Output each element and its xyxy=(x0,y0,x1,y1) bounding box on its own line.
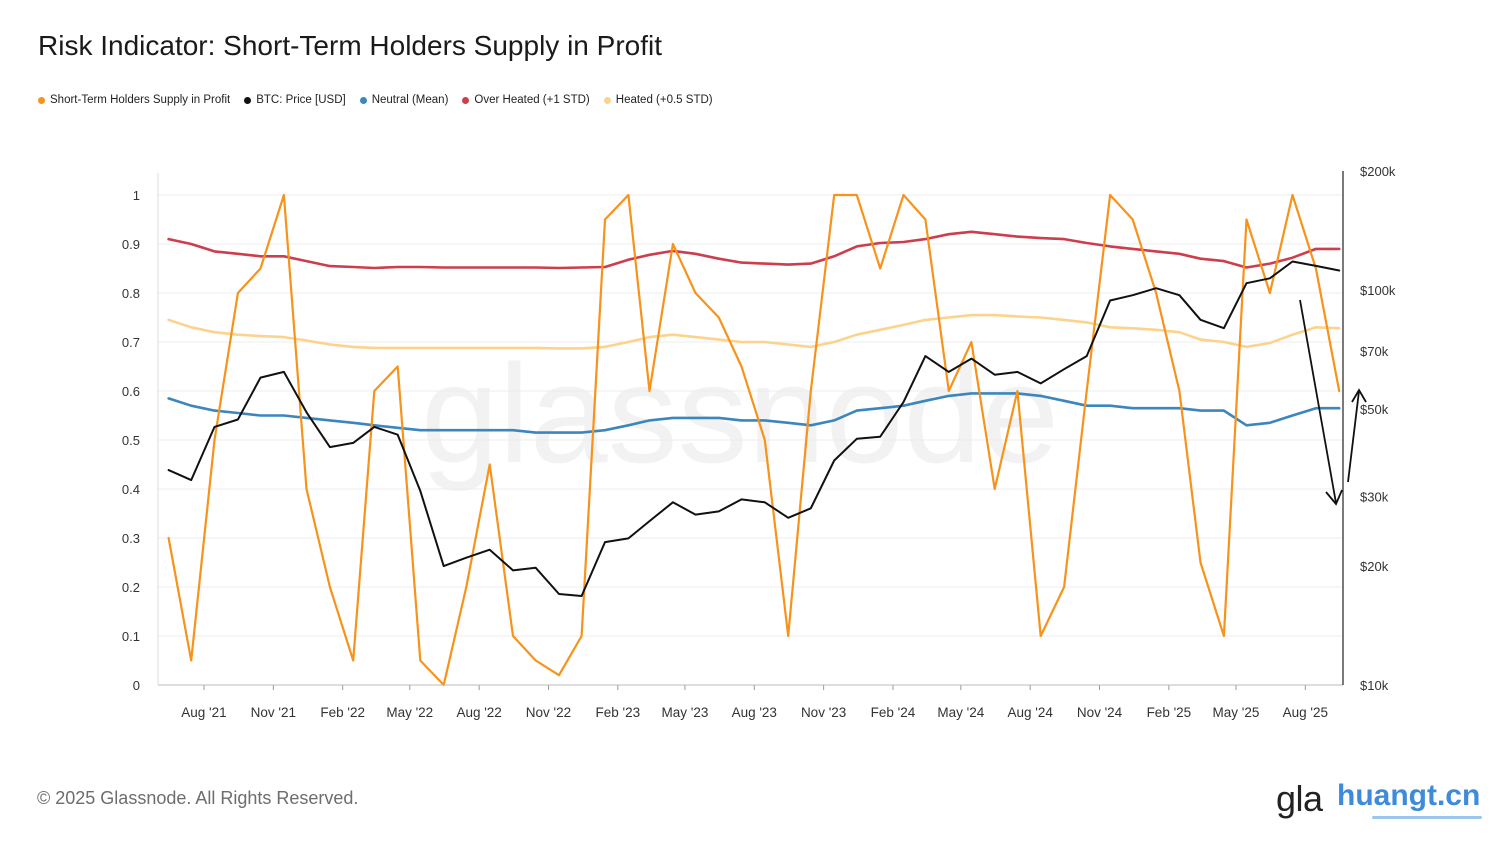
y-left-tick-label: 0.7 xyxy=(122,335,140,350)
x-tick-label: Aug '23 xyxy=(732,705,777,720)
annotations xyxy=(1299,299,1367,506)
arrow-down-line xyxy=(1299,299,1337,504)
x-tick-label: Aug '25 xyxy=(1283,705,1328,720)
y-left-tick-label: 0.4 xyxy=(122,482,140,497)
chart-title: Risk Indicator: Short-Term Holders Suppl… xyxy=(38,30,662,61)
y-left-tick-label: 1 xyxy=(133,188,140,203)
legend-dot-orange-icon xyxy=(38,96,45,104)
x-tick-label: May '22 xyxy=(386,705,433,720)
series-line-4 xyxy=(167,313,1341,350)
x-tick-label: Feb '24 xyxy=(871,705,916,720)
x-tick-label: May '25 xyxy=(1213,705,1260,720)
x-tick-label: May '24 xyxy=(937,705,984,720)
legend-item-neutral[interactable]: Neutral (Mean) xyxy=(359,94,449,106)
x-tick-label: Nov '22 xyxy=(526,705,571,720)
arrow-up-head xyxy=(1351,388,1367,403)
legend-item-heated[interactable]: Heated (+0.5 STD) xyxy=(603,94,713,106)
legend-item-btc-price[interactable]: BTC: Price [USD] xyxy=(244,94,346,106)
brand-site: huangt.cn xyxy=(1337,779,1481,812)
series-line-0 xyxy=(167,193,1341,687)
y-right-tick-label: $20k xyxy=(1360,559,1389,574)
y-right-tick-label: $50k xyxy=(1360,402,1389,417)
series-line-3 xyxy=(167,230,1341,270)
x-tick-label: May '23 xyxy=(661,705,708,720)
x-tick-label: Nov '23 xyxy=(801,705,846,720)
y-right-tick-label: $30k xyxy=(1360,490,1389,505)
y-left-tick-label: 0.3 xyxy=(122,531,140,546)
legend-item-sth-supply[interactable]: Short-Term Holders Supply in Profit xyxy=(38,94,230,106)
y-left-tick-label: 0.9 xyxy=(122,237,140,252)
axes: 0 0.1 0.2 0.3 0.4 0.5 0.6 0.7 0.8 0.9 1 $10k $20k $30… xyxy=(122,164,1396,720)
series-layer xyxy=(167,193,1341,687)
series-line-2 xyxy=(167,392,1341,434)
brand-logo: gla huangt.cn xyxy=(1276,778,1490,822)
brand-underline xyxy=(1372,816,1482,819)
y-right-tick-label: $100k xyxy=(1360,283,1396,298)
y-right-tick-label: $70k xyxy=(1360,344,1389,359)
y-left-tick-label: 0 xyxy=(133,678,140,693)
grid xyxy=(158,194,1343,686)
arrow-up-line xyxy=(1347,390,1360,483)
x-tick-label: Feb '25 xyxy=(1147,705,1192,720)
y-right-tick-label: $200k xyxy=(1360,164,1396,179)
x-tick-label: Aug '24 xyxy=(1007,705,1053,720)
legend-label: Heated (+0.5 STD) xyxy=(615,94,713,106)
y-left-tick-label: 0.2 xyxy=(122,580,140,595)
x-tick-label: Aug '22 xyxy=(456,705,501,720)
y-left-tick-label: 0.1 xyxy=(122,629,140,644)
legend-dot-red-icon xyxy=(462,96,470,104)
copyright-footer: © 2025 Glassnode. All Rights Reserved. xyxy=(37,788,359,808)
legend-dot-black-icon xyxy=(244,96,252,104)
series-line-1 xyxy=(167,260,1341,597)
legend-dot-blue-icon xyxy=(359,96,367,104)
y-left-tick-label: 0.6 xyxy=(122,384,140,399)
legend-label: Short-Term Holders Supply in Profit xyxy=(50,94,231,106)
x-tick-label: Feb '22 xyxy=(320,705,365,720)
x-tick-label: Aug '21 xyxy=(181,705,226,720)
x-tick-label: Nov '24 xyxy=(1077,705,1123,720)
legend-dot-yellow-icon xyxy=(603,96,611,104)
y-left-tick-label: 0.8 xyxy=(122,286,140,301)
brand-prefix: gla xyxy=(1276,778,1323,819)
legend-label: BTC: Price [USD] xyxy=(256,94,346,106)
y-right-tick-label: $10k xyxy=(1360,678,1389,693)
legend-label: Neutral (Mean) xyxy=(371,94,449,106)
legend: Short-Term Holders Supply in Profit BTC:… xyxy=(38,94,713,106)
legend-label: Over Heated (+1 STD) xyxy=(474,94,590,106)
x-tick-label: Feb '23 xyxy=(596,705,641,720)
legend-item-over-heated[interactable]: Over Heated (+1 STD) xyxy=(462,94,590,106)
y-left-tick-label: 0.5 xyxy=(122,433,140,448)
arrow-down-head xyxy=(1325,489,1343,506)
x-tick-label: Nov '21 xyxy=(251,705,296,720)
